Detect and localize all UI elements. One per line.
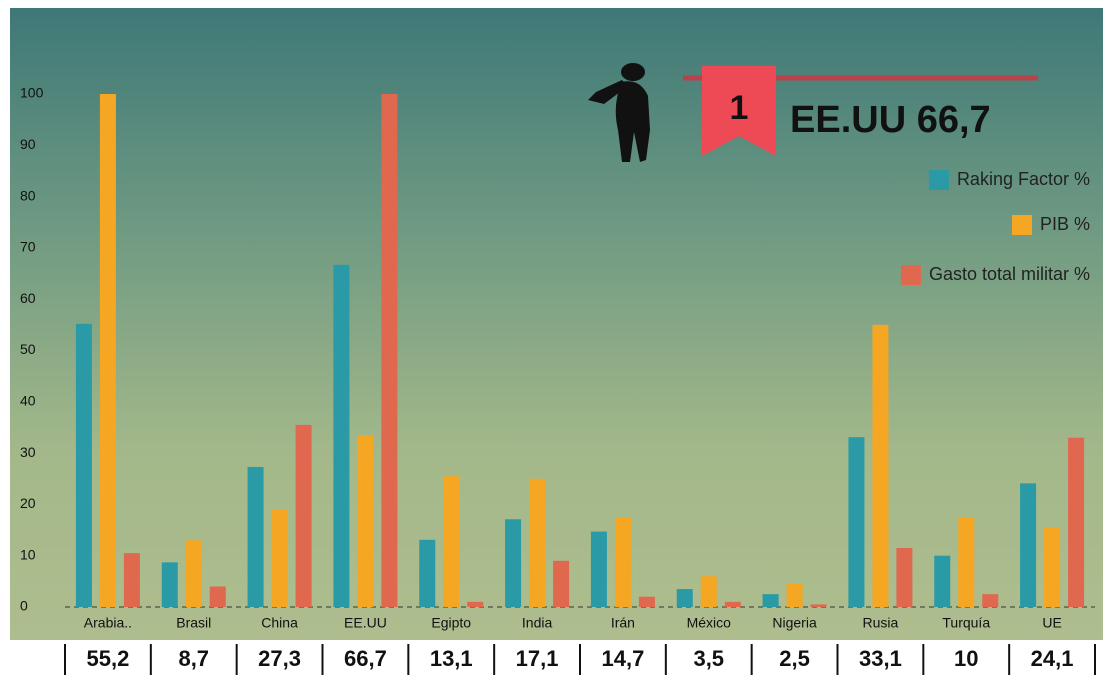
value-label: 2,5 — [779, 646, 810, 671]
legend-swatch — [900, 265, 921, 285]
bar — [1044, 527, 1061, 607]
legend-swatch — [928, 170, 949, 190]
x-tick-label: Brasil — [176, 615, 211, 631]
bar — [590, 531, 607, 607]
bar — [762, 594, 779, 607]
legend-swatch — [1011, 215, 1032, 235]
x-tick-label: EE.UU — [344, 615, 387, 631]
value-label: 33,1 — [859, 646, 902, 671]
bar — [676, 589, 693, 607]
bar — [209, 586, 226, 607]
legend-label: PIB % — [1040, 214, 1090, 234]
y-tick-label: 0 — [20, 598, 28, 614]
bar — [848, 437, 865, 607]
value-label: 66,7 — [344, 646, 387, 671]
bar — [638, 596, 655, 607]
value-row — [60, 640, 1103, 675]
bar — [700, 576, 717, 607]
y-tick-label: 80 — [20, 187, 36, 203]
x-tick-label: UE — [1042, 615, 1061, 631]
bar — [381, 94, 398, 607]
bar — [505, 519, 522, 607]
x-tick-label: Turquía — [942, 615, 990, 631]
bar — [614, 517, 631, 607]
legend-label: Raking Factor % — [957, 169, 1090, 189]
y-tick-label: 60 — [20, 290, 36, 306]
bar — [934, 555, 951, 607]
bar — [333, 264, 350, 607]
bar — [271, 509, 288, 607]
background — [10, 8, 1103, 640]
y-tick-label: 70 — [20, 239, 36, 255]
y-tick-label: 50 — [20, 341, 36, 357]
y-tick-label: 40 — [20, 393, 36, 409]
bar — [1068, 437, 1085, 607]
bar — [419, 539, 436, 607]
bar — [185, 540, 202, 607]
y-tick-label: 90 — [20, 136, 36, 152]
value-label: 3,5 — [693, 646, 724, 671]
x-tick-label: Egipto — [431, 615, 471, 631]
bar — [75, 323, 92, 607]
bar — [1020, 483, 1037, 607]
bar — [123, 553, 140, 607]
bar — [786, 583, 803, 607]
y-tick-label: 100 — [20, 85, 44, 101]
rank-number: 1 — [730, 89, 749, 127]
y-tick-label: 30 — [20, 444, 36, 460]
rank-label: EE.UU 66,7 — [790, 99, 991, 141]
value-label: 10 — [954, 646, 978, 671]
bar — [295, 424, 312, 607]
bar — [896, 548, 913, 607]
x-tick-label: Rusia — [863, 615, 899, 631]
bar — [247, 466, 264, 607]
x-tick-label: México — [687, 615, 732, 631]
value-label: 24,1 — [1031, 646, 1074, 671]
x-tick-label: Arabia.. — [84, 615, 132, 631]
x-tick-label: Nigeria — [772, 615, 817, 631]
x-tick-label: Irán — [611, 615, 635, 631]
bar — [553, 560, 570, 607]
value-label: 17,1 — [516, 646, 559, 671]
bar — [357, 435, 374, 607]
bar — [529, 478, 546, 607]
bar — [443, 476, 460, 607]
value-label: 27,3 — [258, 646, 301, 671]
ribbon — [702, 66, 776, 156]
y-tick-label: 10 — [20, 546, 36, 562]
value-label: 8,7 — [178, 646, 209, 671]
soldier-icon — [588, 63, 650, 162]
y-tick-label: 20 — [20, 495, 36, 511]
x-tick-label: China — [261, 615, 298, 631]
x-tick-label: India — [522, 615, 553, 631]
value-label: 14,7 — [602, 646, 645, 671]
bar — [872, 324, 889, 607]
legend-label: Gasto total militar % — [929, 264, 1090, 284]
value-label: 13,1 — [430, 646, 473, 671]
bar — [982, 594, 999, 607]
bar — [99, 94, 116, 607]
bar — [958, 517, 975, 607]
bar — [467, 601, 484, 607]
bar — [161, 562, 178, 607]
value-label: 55,2 — [87, 646, 130, 671]
bar — [724, 601, 741, 607]
bar — [810, 604, 827, 607]
